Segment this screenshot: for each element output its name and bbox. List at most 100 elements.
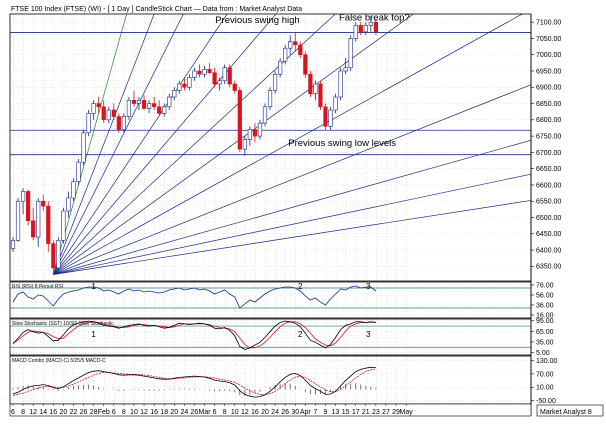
- x-tick-label: 12: [29, 409, 37, 416]
- x-tick-label: 22: [70, 409, 78, 416]
- fan-line: [53, 14, 523, 275]
- rsi-tick-label: 36.00: [536, 302, 554, 309]
- macd-tick-label: 130.00: [536, 358, 558, 365]
- candle: [313, 80, 318, 101]
- grid-layer: [10, 14, 531, 404]
- candle: [368, 15, 373, 32]
- axis-layer: 7100.00 7050.00 7000.00 6950.00 6900.00 6850.…: [9, 20, 604, 417]
- candle: [56, 237, 61, 270]
- horizontal-levels-layer: [10, 32, 531, 156]
- chart-annotation: False break top?: [339, 13, 410, 24]
- candle: [338, 67, 343, 101]
- price-tick-label: 6800.00: [536, 117, 561, 124]
- candle: [257, 119, 263, 140]
- candle-body: [187, 77, 192, 88]
- candle-body: [111, 109, 116, 117]
- stoch-tick-label: 5.00: [536, 350, 550, 357]
- x-tick-label: 26: [191, 409, 199, 416]
- price-tick-label: 6900.00: [536, 85, 561, 92]
- candle: [167, 93, 172, 111]
- candle: [66, 191, 71, 218]
- candle-body: [152, 103, 157, 108]
- x-tick-label: 20: [170, 409, 178, 416]
- candle: [81, 129, 86, 166]
- candle-body: [353, 25, 358, 39]
- candle-body: [20, 191, 26, 202]
- price-tick-label: 6600.00: [536, 182, 561, 189]
- price-tick-label: 6700.00: [536, 150, 561, 157]
- x-tick-label: 12: [241, 409, 249, 416]
- x-tick-label: 6: [112, 409, 116, 416]
- candle-body: [202, 69, 207, 75]
- rsi-tick-label: 76.00: [536, 282, 554, 289]
- x-tick-label: 16: [150, 409, 158, 416]
- price-tick-label: 6650.00: [536, 166, 561, 173]
- candle-body: [288, 41, 293, 49]
- candle-body: [131, 99, 137, 104]
- price-tick-label: 6750.00: [536, 134, 561, 141]
- candle: [162, 103, 167, 117]
- candle-body: [36, 200, 41, 238]
- x-tick-label: 10: [130, 409, 138, 416]
- x-tick-label: 17: [352, 409, 360, 416]
- macd-signal-line: [12, 368, 376, 396]
- candle: [182, 77, 187, 91]
- price-tick-label: 6850.00: [536, 101, 561, 108]
- candle: [116, 113, 121, 133]
- fan-line: [53, 14, 228, 275]
- annotations-layer: Previous swing high False break top? Previ…: [215, 13, 410, 149]
- rsi-line: [12, 285, 377, 309]
- candle-body: [293, 41, 298, 46]
- candle: [252, 123, 258, 143]
- price-tick-label: 6400.00: [536, 247, 561, 254]
- candle-body: [61, 210, 66, 241]
- candle-body: [217, 80, 222, 85]
- candle: [232, 80, 237, 94]
- candle-body: [15, 200, 21, 241]
- candle-body: [338, 70, 343, 98]
- candle: [202, 66, 207, 78]
- x-tick-label: Mar: [198, 409, 211, 416]
- x-tick-label: 20: [60, 409, 68, 416]
- candle: [217, 77, 222, 91]
- candle-body: [227, 67, 232, 85]
- candle: [91, 100, 96, 120]
- candle-body: [313, 83, 318, 95]
- candle-body: [308, 73, 313, 95]
- candle-body: [328, 109, 333, 127]
- x-tick-label: 6: [11, 409, 15, 416]
- price-tick-label: 7050.00: [536, 36, 561, 43]
- candle: [323, 103, 328, 130]
- candle: [308, 70, 313, 98]
- x-tick-label: 10: [231, 409, 239, 416]
- candle-body: [222, 67, 227, 82]
- stoch-title: Slow Stochastic (SST) 10/3/3 Slow Stocha…: [12, 321, 114, 327]
- candle: [187, 74, 192, 91]
- stoch-tick-label: 95.00: [536, 318, 554, 325]
- candle: [328, 106, 333, 130]
- fan-line: [53, 200, 531, 275]
- stoch-tick-label: 35.00: [536, 339, 554, 346]
- candle-body: [298, 44, 303, 56]
- watermark-text: Market Analyst 8: [540, 409, 592, 416]
- macd-panel: MACD Combo (MACD-C) 5/25/5 MACD-C 130.00 7…: [10, 358, 558, 405]
- candle-body: [257, 122, 263, 137]
- x-tick-label: Feb: [98, 409, 110, 416]
- candle: [131, 90, 137, 107]
- stoch-swing-label: 3: [366, 330, 371, 339]
- candle: [267, 87, 273, 111]
- candle-body: [323, 106, 328, 127]
- candle-body: [267, 90, 273, 108]
- candle: [172, 87, 177, 101]
- chart-annotation: Previous swing high: [215, 15, 300, 26]
- candle: [51, 240, 56, 275]
- x-tick-label: May: [400, 409, 414, 416]
- watermark-box: [536, 404, 604, 417]
- x-tick-label: 30: [291, 409, 299, 416]
- rsi-tick-label: 56.00: [536, 292, 554, 299]
- candle-body: [172, 90, 177, 98]
- candle: [146, 100, 152, 114]
- x-tick-label: 24: [180, 409, 188, 416]
- candle: [288, 35, 293, 55]
- fan-line: [52, 14, 155, 275]
